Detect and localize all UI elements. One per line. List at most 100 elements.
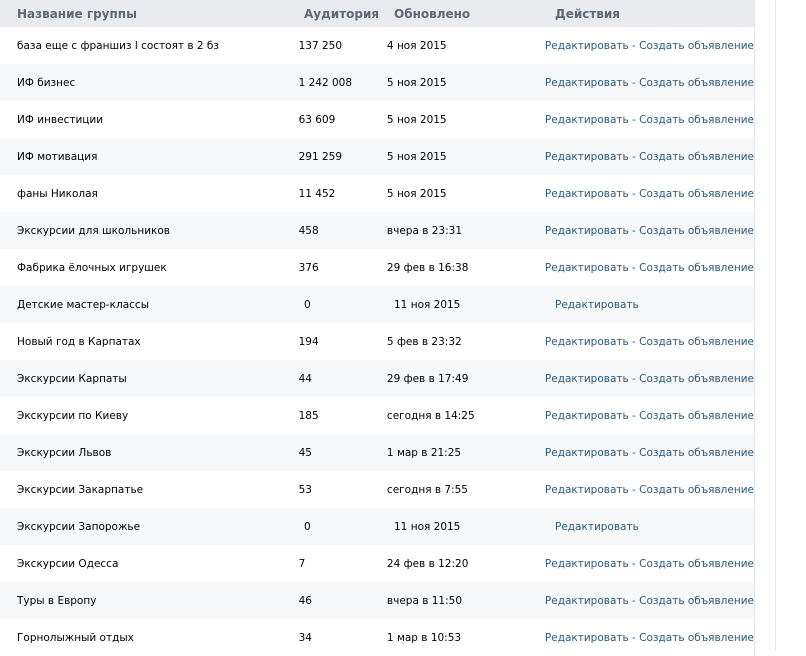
row-actions: Редактировать - Создать объявление (545, 262, 754, 274)
row-actions: Редактировать - Создать объявление (545, 188, 754, 200)
updated-date: 1 мар в 10:53 (386, 631, 462, 644)
updated-date: 11 ноя 2015 (394, 520, 461, 533)
edit-link[interactable]: Редактировать (544, 335, 629, 348)
create-ad-link[interactable]: Создать объявление (639, 39, 754, 52)
create-ad-link[interactable]: Создать объявление (639, 631, 754, 644)
edit-link[interactable]: Редактировать (555, 520, 639, 533)
updated-date: вчера в 23:31 (386, 224, 462, 237)
separator: - (628, 76, 640, 89)
audience-count: 7 (298, 557, 306, 570)
separator: - (628, 187, 640, 200)
row-actions: Редактировать - Создать объявление (545, 225, 754, 237)
edit-link[interactable]: Редактировать (544, 150, 629, 163)
group-name: Экскурсии Львов (17, 446, 112, 459)
table-row: Экскурсии Карпаты 44 29 фев в 17:49 Редакти… (0, 360, 754, 397)
header-audience[interactable]: Аудитория (304, 6, 380, 21)
edit-link[interactable]: Редактировать (544, 409, 629, 422)
updated-date: 11 ноя 2015 (394, 298, 461, 311)
row-actions: Редактировать (555, 521, 754, 533)
audience-count: 45 (298, 446, 312, 459)
row-actions: Редактировать - Создать объявление (545, 410, 754, 422)
table-row: Фабрика ёлочных игрушек 376 29 фев в 16:38… (0, 249, 754, 286)
updated-date: сегодня в 14:25 (386, 409, 475, 422)
table-row: Экскурсии Запорожье 0 11 ноя 2015 Редактиро… (0, 508, 754, 545)
create-ad-link[interactable]: Создать объявление (639, 557, 754, 570)
updated-date: 5 ноя 2015 (386, 150, 447, 163)
separator: - (628, 150, 640, 163)
edit-link[interactable]: Редактировать (544, 224, 629, 237)
updated-date: вчера в 11:50 (386, 594, 462, 607)
create-ad-link[interactable]: Создать объявление (639, 335, 754, 348)
edit-link[interactable]: Редактировать (544, 557, 629, 570)
create-ad-link[interactable]: Создать объявление (639, 76, 754, 89)
audience-count: 458 (298, 224, 319, 237)
group-name: Экскурсии Запорожье (17, 520, 141, 533)
header-name[interactable]: Название группы (17, 6, 137, 21)
group-name: Новый год в Карпатах (17, 335, 141, 348)
edit-link[interactable]: Редактировать (544, 631, 629, 644)
separator: - (628, 372, 640, 385)
table-row: Экскурсии Закарпатье 53 сегодня в 7:55 Реда… (0, 471, 754, 508)
audience-count: 185 (298, 409, 319, 422)
table-row: Туры в Европу 46 вчера в 11:50 Редактироват… (0, 582, 754, 619)
group-name: Туры в Европу (17, 594, 97, 607)
create-ad-link[interactable]: Создать объявление (639, 187, 754, 200)
create-ad-link[interactable]: Создать объявление (639, 224, 754, 237)
audience-count: 34 (298, 631, 312, 644)
table-header: Название группы Аудитория Обновлено Дейс… (0, 0, 754, 27)
create-ad-link[interactable]: Создать объявление (639, 372, 754, 385)
audience-count: 53 (298, 483, 312, 496)
row-actions: Редактировать (555, 299, 754, 311)
table-row: Экскурсии Львов 45 1 мар в 21:25 Редактиров… (0, 434, 754, 471)
edit-link[interactable]: Редактировать (544, 372, 629, 385)
separator: - (628, 113, 640, 126)
group-name: Экскурсии Закарпатье (17, 483, 144, 496)
edit-link[interactable]: Редактировать (544, 594, 629, 607)
row-actions: Редактировать - Создать объявление (545, 595, 754, 607)
updated-date: 5 фев в 23:32 (386, 335, 462, 348)
edit-link[interactable]: Редактировать (544, 483, 629, 496)
edit-link[interactable]: Редактировать (544, 261, 629, 274)
edit-link[interactable]: Редактировать (544, 113, 629, 126)
edit-link[interactable]: Редактировать (544, 446, 629, 459)
create-ad-link[interactable]: Создать объявление (639, 113, 754, 126)
separator: - (628, 631, 640, 644)
group-name: Экскурсии Карпаты (17, 372, 127, 385)
create-ad-link[interactable]: Создать объявление (639, 594, 754, 607)
create-ad-link[interactable]: Создать объявление (639, 446, 754, 459)
separator: - (628, 483, 640, 496)
edit-link[interactable]: Редактировать (544, 39, 629, 52)
updated-date: 4 ноя 2015 (386, 39, 447, 52)
audience-count: 0 (304, 520, 311, 533)
separator: - (628, 409, 640, 422)
row-actions: Редактировать - Создать объявление (545, 558, 754, 570)
group-name: ИФ мотивация (17, 150, 98, 163)
create-ad-link[interactable]: Создать объявление (639, 261, 754, 274)
row-actions: Редактировать - Создать объявление (545, 373, 754, 385)
header-updated[interactable]: Обновлено (394, 6, 471, 21)
group-name: база еще с франшиз l состоят в 2 бз (17, 39, 219, 52)
row-actions: Редактировать - Создать объявление (545, 151, 754, 163)
audience-count: 291 259 (298, 150, 343, 163)
group-name: ИФ бизнес (17, 76, 76, 89)
audience-count: 376 (298, 261, 319, 274)
header-actions: Действия (555, 6, 621, 21)
updated-date: 24 фев в 12:20 (386, 557, 469, 570)
create-ad-link[interactable]: Создать объявление (639, 409, 754, 422)
updated-date: сегодня в 7:55 (386, 483, 468, 496)
separator: - (628, 261, 640, 274)
create-ad-link[interactable]: Создать объявление (639, 150, 754, 163)
edit-link[interactable]: Редактировать (544, 187, 629, 200)
row-actions: Редактировать - Создать объявление (545, 484, 754, 496)
updated-date: 29 фев в 17:49 (386, 372, 469, 385)
table-row: Детские мастер-классы 0 11 ноя 2015 Редакти… (0, 286, 754, 323)
edit-link[interactable]: Редактировать (544, 76, 629, 89)
groups-table: Название группы Аудитория Обновлено Дейс… (0, 0, 755, 656)
separator: - (628, 224, 640, 237)
separator: - (628, 335, 640, 348)
edit-link[interactable]: Редактировать (555, 298, 639, 311)
create-ad-link[interactable]: Создать объявление (639, 483, 754, 496)
separator: - (628, 446, 640, 459)
group-name: Экскурсии Одесса (17, 557, 119, 570)
divider (775, 0, 776, 651)
